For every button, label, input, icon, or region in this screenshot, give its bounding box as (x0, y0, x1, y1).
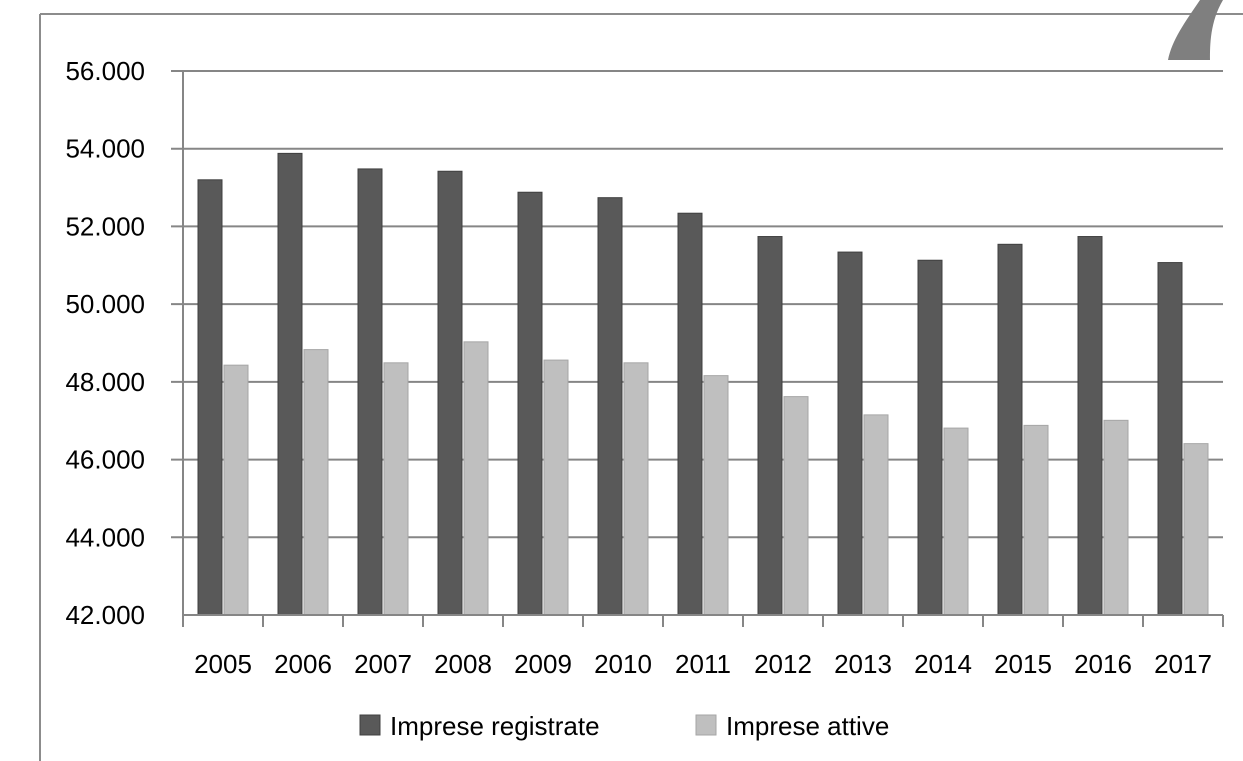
y-tick-label: 50.000 (65, 289, 145, 319)
bar-imprese-registrate (997, 243, 1023, 616)
bar-imprese-attive (463, 341, 489, 616)
x-tick-label: 2011 (675, 649, 731, 679)
legend-swatch (359, 714, 381, 736)
bar-imprese-attive (863, 414, 889, 616)
bar-imprese-attive (1183, 443, 1209, 616)
legend: Imprese registrate Imprese attive (359, 711, 889, 741)
y-tick-label: 48.000 (65, 367, 145, 397)
bar-imprese-registrate (1077, 236, 1103, 616)
y-tick-label: 56.000 (65, 56, 145, 86)
x-tick-label: 2017 (1154, 649, 1212, 679)
bar-imprese-registrate (517, 191, 543, 616)
bar-imprese-registrate (757, 236, 783, 616)
bar-imprese-attive (943, 427, 969, 616)
bar-imprese-registrate (277, 152, 303, 616)
y-tick-label: 46.000 (65, 445, 145, 475)
x-tick-label: 2012 (754, 649, 812, 679)
legend-label: Imprese registrate (390, 711, 600, 741)
y-tick-label: 44.000 (65, 522, 145, 552)
x-tick-label: 2015 (994, 649, 1052, 679)
x-tick-label: 2007 (354, 649, 412, 679)
bar-imprese-attive (1023, 424, 1049, 616)
x-tick-label: 2009 (514, 649, 572, 679)
x-tick-label: 2005 (194, 649, 252, 679)
bar-imprese-registrate (357, 168, 383, 616)
bar-imprese-attive (623, 362, 649, 616)
bar-imprese-attive (223, 364, 249, 616)
bar-imprese-registrate (1157, 262, 1183, 616)
bar-imprese-registrate (917, 259, 943, 616)
legend-swatch (695, 714, 717, 736)
bars (197, 152, 1209, 616)
y-tick-label: 42.000 (65, 600, 145, 630)
x-axis-tick-labels: 2005 2006 2007 2008 2009 2010 2011 2012 2013 2014… (194, 649, 1212, 679)
bar-imprese-attive (383, 362, 409, 616)
bar-imprese-attive (1103, 419, 1129, 616)
y-tick-label: 52.000 (65, 211, 145, 241)
x-tick-label: 2014 (914, 649, 972, 679)
corner-decoration (1168, 0, 1223, 60)
x-tick-label: 2006 (274, 649, 332, 679)
bar-imprese-registrate (197, 179, 223, 616)
x-tick-label: 2008 (434, 649, 492, 679)
y-tick-label: 54.000 (65, 134, 145, 164)
x-tick-label: 2013 (834, 649, 892, 679)
bar-imprese-attive (543, 359, 569, 616)
bar-imprese-attive (783, 396, 809, 616)
bar-imprese-registrate (677, 212, 703, 616)
x-tick-label: 2010 (594, 649, 652, 679)
x-tick-label: 2016 (1074, 649, 1132, 679)
bar-imprese-attive (703, 375, 729, 616)
y-axis-tick-labels: 42.000 44.000 46.000 48.000 50.000 52.000 54.0… (65, 56, 145, 630)
bar-imprese-registrate (837, 251, 863, 616)
bar-imprese-registrate (437, 170, 463, 616)
legend-label: Imprese attive (726, 711, 889, 741)
x-axis (182, 71, 1224, 627)
bar-imprese-registrate (597, 197, 623, 616)
bar-imprese-attive (303, 349, 329, 616)
